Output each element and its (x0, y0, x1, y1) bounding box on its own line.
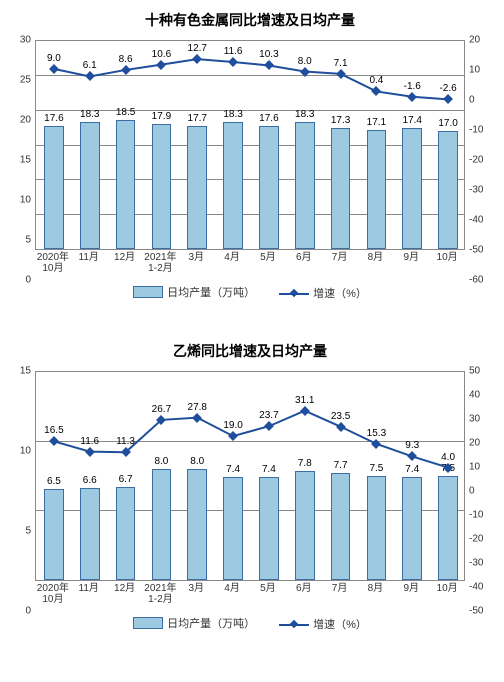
legend-item-line: 增速（%） (279, 616, 367, 632)
line-label: -1.6 (404, 81, 421, 92)
legend-item-bar: 日均产量（万吨） (133, 284, 255, 300)
line-label: 0.4 (369, 75, 383, 86)
line-label: 8.6 (119, 54, 133, 65)
line-label: 8.0 (298, 56, 312, 67)
line-label: 12.7 (188, 43, 207, 54)
plot-area: 6.56.66.78.08.07.47.47.87.77.57.47.516.5… (35, 371, 465, 581)
x-tick: 2020年 10月 (37, 583, 69, 605)
y-axis-right: -60-50-40-30-20-1001020 (465, 40, 495, 280)
line-point (228, 57, 238, 67)
legend-item-bar: 日均产量（万吨） (133, 615, 255, 631)
chart-container: 乙烯同比增速及日均产量 051015 -50-40-30-20-1001020304… (5, 341, 495, 632)
chart-title: 十种有色金属同比增速及日均产量 (5, 10, 495, 30)
line-point (192, 413, 202, 423)
x-tick: 12月 (114, 252, 135, 263)
x-tick: 12月 (114, 583, 135, 594)
legend-line-label: 增速（%） (313, 285, 367, 301)
legend-bar-label: 日均产量（万吨） (167, 615, 255, 631)
line-point (407, 92, 417, 102)
line-point (264, 421, 274, 431)
legend-item-line: 增速（%） (279, 285, 367, 301)
line-point (156, 415, 166, 425)
legend-line-label: 增速（%） (313, 616, 367, 632)
line-label: -2.6 (439, 83, 456, 94)
bar-swatch-icon (133, 617, 163, 629)
x-tick: 4月 (224, 252, 240, 263)
line-label: 23.5 (331, 411, 350, 422)
line-point (336, 69, 346, 79)
x-axis: 2020年 10月 11月 12月 2021年 1-2月 3月 4月 5月 6月 7月 8月 9月 1… (35, 250, 465, 280)
line-label: 6.1 (83, 60, 97, 71)
line-point (371, 439, 381, 449)
line-label: 10.3 (259, 49, 278, 60)
line-point (121, 65, 131, 75)
line-label: 11.6 (224, 46, 243, 57)
line-point (49, 64, 59, 74)
x-tick: 6月 (296, 252, 312, 263)
line-label: 23.7 (259, 410, 278, 421)
line-label: 9.3 (405, 440, 419, 451)
x-tick: 3月 (188, 252, 204, 263)
line-label: 26.7 (152, 404, 171, 415)
line-point (85, 447, 95, 457)
x-tick: 2020年 10月 (37, 252, 69, 274)
line-point (407, 452, 417, 462)
line-label: 7.1 (334, 58, 348, 69)
line-point (264, 61, 274, 71)
x-tick: 8月 (368, 252, 384, 263)
legend-bar-label: 日均产量（万吨） (167, 284, 255, 300)
x-tick: 9月 (403, 583, 419, 594)
x-tick: 11月 (79, 583, 99, 594)
line-point (228, 431, 238, 441)
line-point (121, 447, 131, 457)
chart-container: 十种有色金属同比增速及日均产量 051015202530 -60-50-40-30-… (5, 10, 495, 301)
x-tick: 5月 (260, 583, 276, 594)
line-label: 10.6 (152, 49, 171, 60)
line-label: 27.8 (188, 402, 207, 413)
chart-title: 乙烯同比增速及日均产量 (5, 341, 495, 361)
line-point (300, 67, 310, 77)
x-tick: 11月 (79, 252, 99, 263)
y-axis-right: -50-40-30-20-1001020304050 (465, 371, 495, 611)
line-label: 11.3 (116, 436, 135, 447)
x-axis: 2020年 10月 11月 12月 2021年 1-2月 3月 4月 5月 6月 7月 8月 9月 1… (35, 581, 465, 611)
line-label: 11.6 (80, 436, 99, 447)
x-tick: 2021年 1-2月 (144, 583, 176, 605)
x-tick: 2021年 1-2月 (144, 252, 176, 274)
line-swatch-icon (279, 288, 309, 298)
x-tick: 7月 (332, 252, 348, 263)
line-label: 9.0 (47, 53, 61, 64)
legend: 日均产量（万吨） 增速（%） (5, 615, 495, 632)
x-tick: 6月 (296, 583, 312, 594)
line-point (49, 436, 59, 446)
line-point (371, 86, 381, 96)
x-tick: 9月 (403, 252, 419, 263)
line-point (192, 54, 202, 64)
line-point (336, 422, 346, 432)
line-point (85, 72, 95, 82)
x-tick: 5月 (260, 252, 276, 263)
y-axis-left: 051015 (5, 371, 35, 611)
x-tick: 10月 (437, 252, 458, 263)
y-axis-left: 051015202530 (5, 40, 35, 280)
line-point (300, 406, 310, 416)
line-point (443, 94, 453, 104)
legend: 日均产量（万吨） 增速（%） (5, 284, 495, 301)
line-label: 31.1 (295, 395, 314, 406)
plot-area: 17.618.318.517.917.718.317.618.317.317.1… (35, 40, 465, 250)
line-point (443, 463, 453, 473)
x-tick: 4月 (224, 583, 240, 594)
x-tick: 10月 (437, 583, 458, 594)
line-label: 19.0 (223, 420, 242, 431)
x-tick: 8月 (368, 583, 384, 594)
bar-swatch-icon (133, 286, 163, 298)
line-label: 15.3 (367, 428, 386, 439)
line-point (156, 60, 166, 70)
x-tick: 7月 (332, 583, 348, 594)
x-tick: 3月 (188, 583, 204, 594)
line-swatch-icon (279, 619, 309, 629)
line-label: 4.0 (441, 452, 455, 463)
line-label: 16.5 (44, 425, 63, 436)
